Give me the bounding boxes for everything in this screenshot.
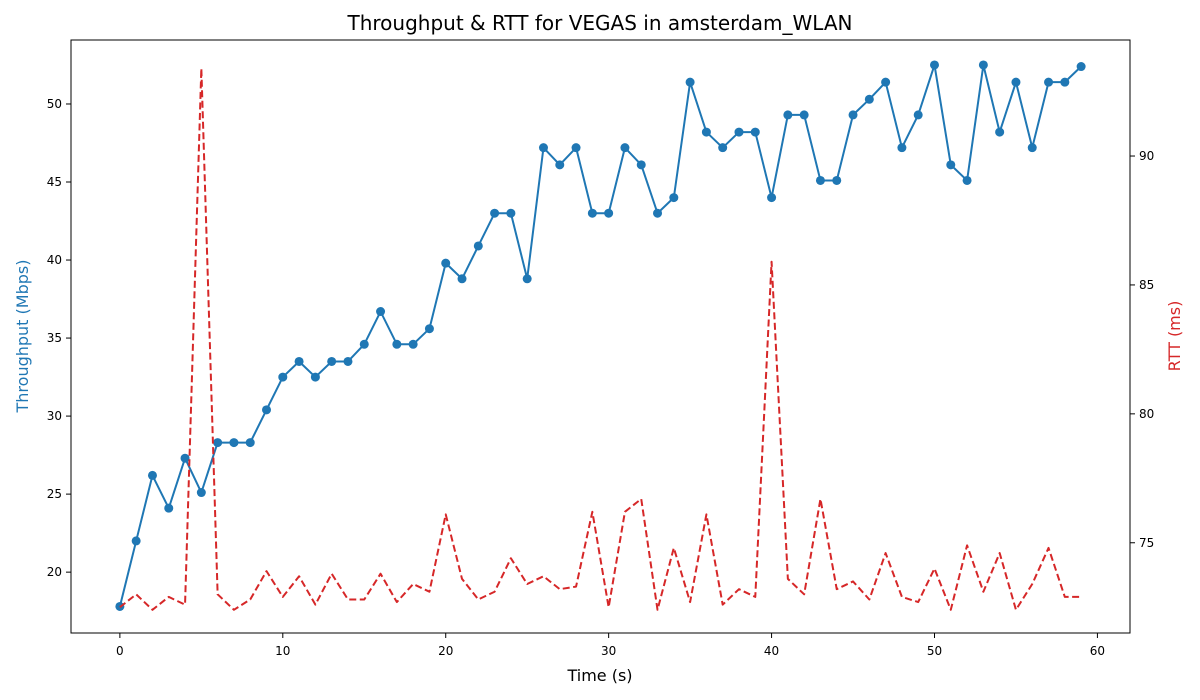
throughput-point	[278, 372, 288, 382]
throughput-point	[180, 453, 190, 463]
throughput-point	[376, 307, 386, 317]
throughput-point	[604, 208, 614, 218]
throughput-point	[750, 127, 760, 137]
throughput-point	[701, 127, 711, 137]
throughput-point	[815, 175, 825, 185]
throughput-point	[587, 208, 597, 218]
x-tick-label: 60	[1090, 644, 1105, 658]
throughput-point	[669, 193, 679, 203]
throughput-point	[767, 193, 777, 203]
x-axis-label: Time (s)	[566, 666, 632, 685]
throughput-point	[620, 143, 630, 153]
throughput-series-line	[118, 63, 1082, 607]
throughput-point	[881, 77, 891, 87]
throughput-point	[245, 438, 255, 448]
throughput-point	[196, 488, 206, 498]
throughput-point	[1044, 77, 1054, 87]
plot-frame	[70, 39, 1131, 634]
throughput-point	[490, 208, 500, 218]
y-right-tick-label: 80	[1139, 407, 1154, 421]
y-left-tick-label: 20	[47, 565, 62, 579]
throughput-point	[995, 127, 1005, 137]
y-axis-right-ticks: 75 80 85 90	[1130, 149, 1154, 550]
throughput-point	[343, 356, 353, 366]
throughput-point	[978, 60, 988, 70]
throughput-point	[424, 324, 434, 334]
throughput-point	[213, 438, 223, 448]
throughput-point	[506, 208, 516, 218]
y-axis-right-label: RTT (ms)	[1165, 301, 1184, 372]
throughput-point	[262, 405, 272, 415]
x-tick-label: 20	[438, 644, 453, 658]
throughput-point	[636, 160, 646, 170]
throughput-point	[653, 208, 663, 218]
throughput-point	[522, 274, 532, 284]
y-axis-left-ticks: 20 25 30 35 40 45 50	[47, 97, 71, 579]
throughput-point	[571, 143, 581, 153]
throughput-point	[734, 127, 744, 137]
throughput-point	[164, 503, 174, 513]
chart-title: Throughput & RTT for VEGAS in amsterdam_…	[347, 11, 853, 35]
throughput-point	[441, 258, 451, 268]
throughput-point	[832, 175, 842, 185]
throughput-point	[1060, 77, 1070, 87]
throughput-point	[946, 160, 956, 170]
throughput-point	[685, 77, 695, 87]
rtt-series-line	[119, 67, 1082, 611]
x-tick-label: 40	[764, 644, 779, 658]
throughput-point	[799, 110, 809, 120]
throughput-point	[310, 372, 320, 382]
throughput-point	[718, 143, 728, 153]
y-left-tick-label: 30	[47, 409, 62, 423]
y-right-tick-label: 75	[1139, 536, 1154, 550]
x-tick-label: 50	[927, 644, 942, 658]
x-axis-ticks: 0 10 20 30 40 50 60	[116, 633, 1105, 658]
throughput-point	[229, 438, 239, 448]
throughput-point	[457, 274, 467, 284]
throughput-point	[962, 175, 972, 185]
y-right-tick-label: 85	[1139, 278, 1154, 292]
series-layer	[115, 60, 1086, 611]
throughput-point	[783, 110, 793, 120]
throughput-point	[538, 143, 548, 153]
throughput-point	[327, 356, 337, 366]
x-tick-label: 30	[601, 644, 616, 658]
throughput-point	[294, 356, 304, 366]
throughput-point	[131, 536, 141, 546]
throughput-point	[555, 160, 565, 170]
throughput-point	[1076, 62, 1086, 72]
throughput-point	[864, 94, 874, 104]
y-left-tick-label: 25	[47, 487, 62, 501]
throughput-point	[929, 60, 939, 70]
throughput-point	[473, 241, 483, 251]
throughput-point	[1011, 77, 1021, 87]
throughput-point	[359, 339, 369, 349]
throughput-point	[392, 339, 402, 349]
throughput-point	[1027, 143, 1037, 153]
x-tick-label: 0	[116, 644, 124, 658]
x-tick-label: 10	[275, 644, 290, 658]
throughput-point	[408, 339, 418, 349]
throughput-point	[848, 110, 858, 120]
y-left-tick-label: 50	[47, 97, 62, 111]
y-left-tick-label: 45	[47, 175, 62, 189]
throughput-point	[897, 143, 907, 153]
y-axis-left-label: Throughput (Mbps)	[13, 260, 32, 414]
throughput-point	[913, 110, 923, 120]
y-left-tick-label: 40	[47, 253, 62, 267]
y-right-tick-label: 90	[1139, 149, 1154, 163]
throughput-point	[147, 470, 157, 480]
y-left-tick-label: 35	[47, 331, 62, 345]
